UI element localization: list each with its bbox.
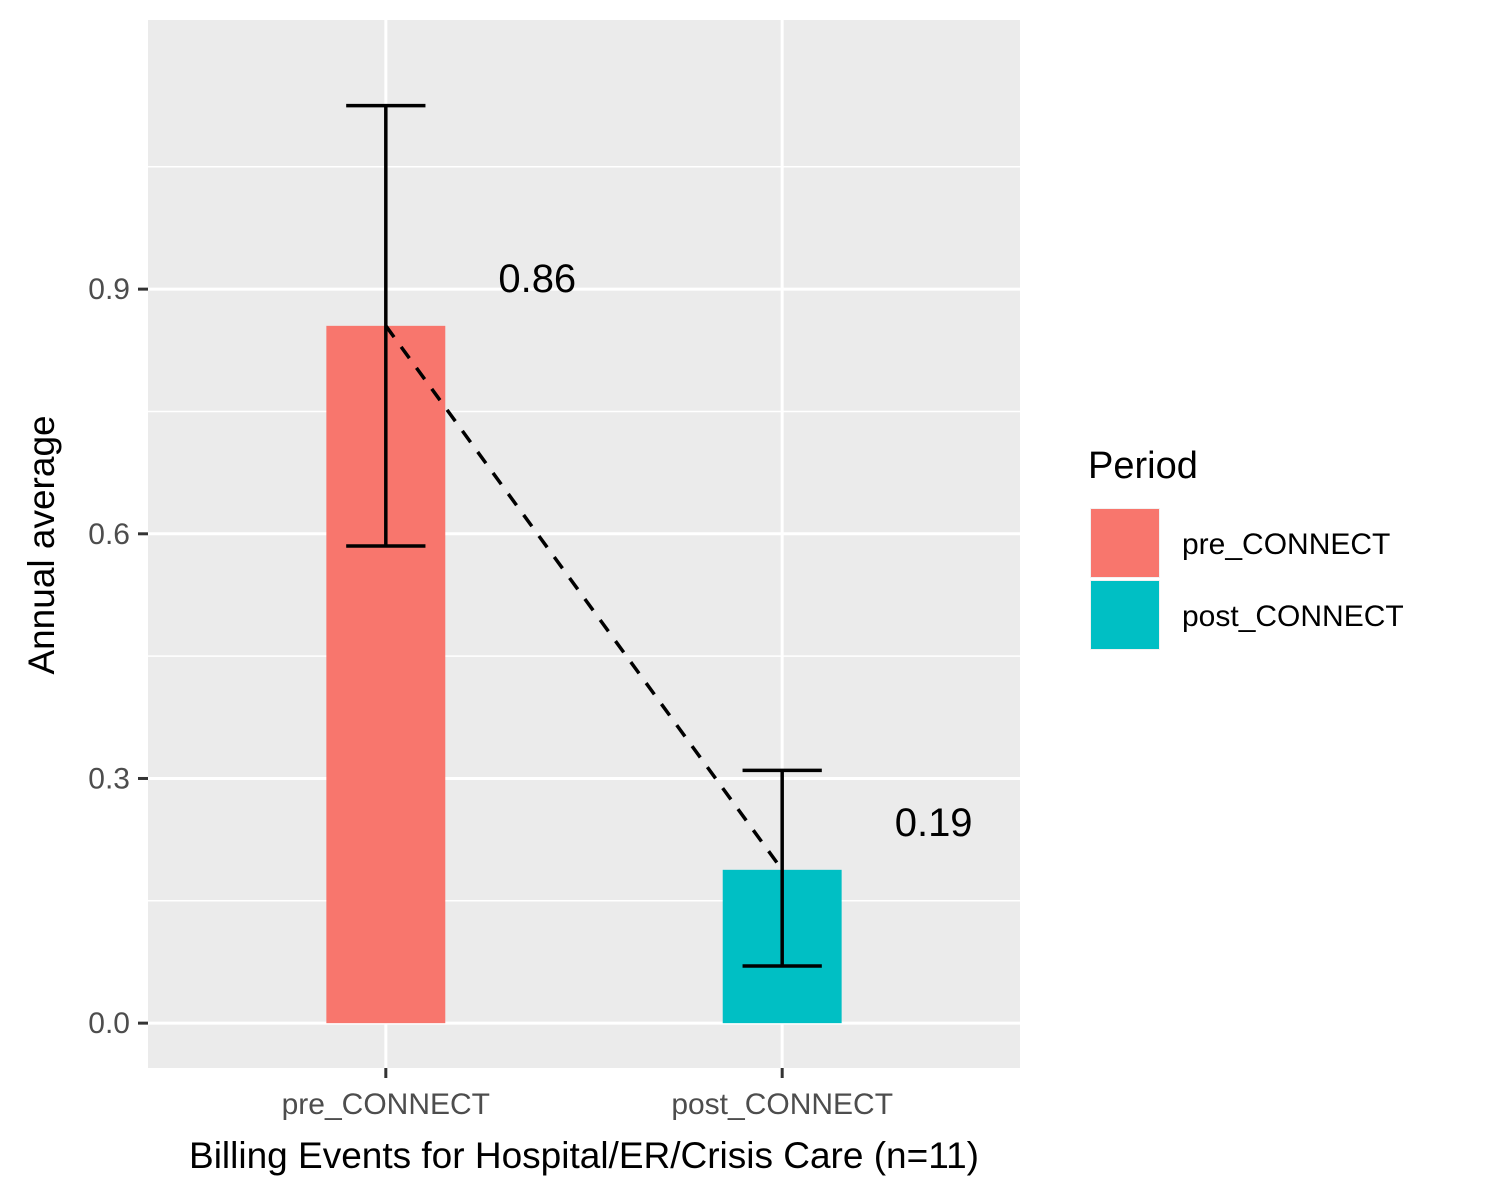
legend-swatch-post_CONNECT [1091,581,1159,649]
plot-panel [148,20,1020,1068]
y-tick-label: 0.0 [88,1007,130,1040]
trend-line-group [384,324,784,871]
y-tick-label: 0.6 [88,518,130,551]
y-tick-label: 0.3 [88,762,130,795]
legend-entries: pre_CONNECT post_CONNECT [1090,508,1404,650]
x-tick-label: post_CONNECT [671,1088,893,1121]
data-label: 0.19 [895,801,973,845]
y-tick-label: 0.9 [88,273,130,306]
minor-gridlines [148,166,1020,902]
x-tick-label: pre_CONNECT [282,1088,490,1121]
legend-label: pre_CONNECT [1182,528,1390,561]
x-axis: pre_CONNECT post_CONNECT [282,1068,893,1121]
legend-title: Period [1088,445,1198,487]
trend-line [384,324,784,871]
x-axis-title: Billing Events for Hospital/ER/Crisis Ca… [189,1135,979,1176]
error-bars [346,103,822,968]
data-labels: 0.86 0.19 [498,257,972,845]
legend: Period pre_CONNECT post_CONNECT [1088,445,1404,650]
y-axis: 0.0 0.3 0.6 0.9 [88,273,148,1040]
legend-label: post_CONNECT [1182,600,1404,633]
data-label: 0.86 [498,257,576,301]
y-axis-title: Annual average [21,415,62,674]
legend-swatch-pre_CONNECT [1091,509,1159,577]
